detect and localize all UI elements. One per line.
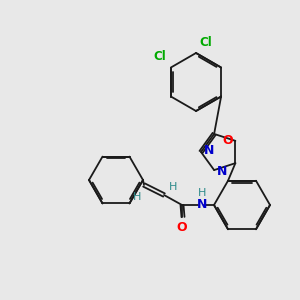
Text: N: N: [217, 165, 227, 178]
Text: N: N: [204, 145, 214, 158]
Text: H: H: [169, 182, 177, 192]
Text: Cl: Cl: [199, 36, 212, 49]
Text: H: H: [198, 188, 206, 198]
Text: Cl: Cl: [153, 50, 166, 64]
Text: H: H: [133, 192, 141, 202]
Text: O: O: [177, 221, 187, 234]
Text: N: N: [197, 199, 207, 212]
Text: O: O: [223, 134, 233, 147]
